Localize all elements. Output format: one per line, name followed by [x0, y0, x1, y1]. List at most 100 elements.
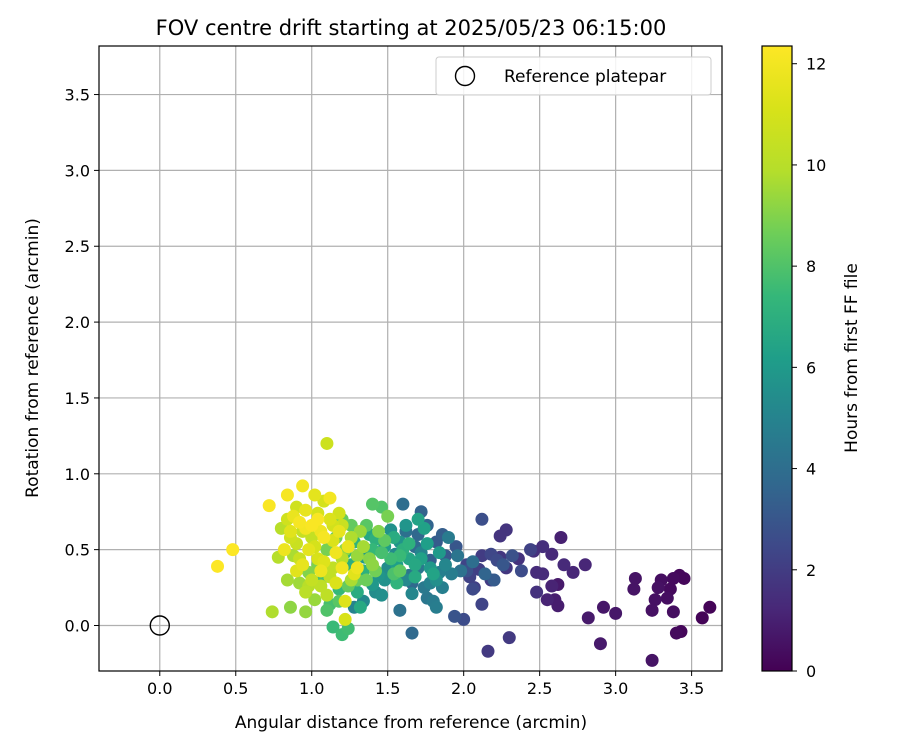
scatter-point: [593, 637, 607, 651]
scatter-point: [320, 436, 334, 450]
scatter-point: [554, 531, 568, 545]
scatter-point: [496, 558, 510, 572]
scatter-point: [530, 565, 544, 579]
scatter-point: [308, 593, 322, 607]
scatter-point: [320, 603, 334, 617]
scatter-point: [408, 570, 422, 584]
scatter-point: [493, 529, 507, 543]
scatter-point: [514, 564, 528, 578]
legend: Reference platepar: [435, 56, 712, 96]
colorbar-label: Hours from first FF file: [842, 263, 862, 453]
scatter-point: [578, 558, 592, 572]
colorbar-tick-label: 12: [806, 55, 826, 74]
y-tick-label: 3.0: [65, 161, 90, 180]
colorbar-frame: [761, 45, 793, 672]
x-tick-label: 3.5: [679, 679, 704, 698]
scatter-point: [557, 558, 571, 572]
y-tick-label: 3.5: [65, 86, 90, 105]
x-axis-ticks: 0.0 0.5 1.0 1.5 2.0 2.5 3.0 3.5: [147, 671, 704, 698]
scatter-point: [645, 653, 659, 667]
x-tick-label: 2.5: [527, 679, 552, 698]
scatter-point: [429, 600, 443, 614]
colorbar-ticks: 0 2 4 6 8 10 12: [792, 55, 826, 681]
scatter-point: [396, 497, 410, 511]
x-tick-label: 1.5: [375, 679, 400, 698]
scatter-point: [448, 609, 462, 623]
x-tick-label: 1.0: [299, 679, 324, 698]
scatter-point: [296, 479, 310, 493]
scatter-point: [308, 488, 322, 502]
scatter-point: [666, 605, 680, 619]
scatter-point: [596, 600, 610, 614]
scatter-point: [350, 561, 364, 575]
scatter-point: [366, 497, 380, 511]
scatter-point: [384, 552, 398, 566]
x-axis-label: Angular distance from reference (arcmin): [235, 713, 587, 733]
scatter-point: [375, 546, 389, 560]
scatter-point: [299, 605, 313, 619]
scatter-point: [317, 531, 331, 545]
scatter-point: [211, 559, 225, 573]
scatter-point: [277, 543, 291, 557]
scatter-point: [524, 543, 538, 557]
y-tick-label: 1.0: [65, 465, 90, 484]
scatter-point: [353, 600, 367, 614]
scatter-point: [375, 588, 389, 602]
y-tick-label: 1.5: [65, 389, 90, 408]
scatter-point: [703, 600, 717, 614]
legend-label: Reference platepar: [504, 67, 666, 87]
scatter-point: [338, 594, 352, 608]
scatter-point: [320, 588, 334, 602]
y-tick-label: 0.5: [65, 541, 90, 560]
y-tick-label: 2.5: [65, 237, 90, 256]
scatter-point: [530, 585, 544, 599]
scatter-point: [411, 512, 425, 526]
scatter-point: [265, 605, 279, 619]
y-tick-label: 0.0: [65, 616, 90, 635]
scatter-point: [356, 540, 370, 554]
colorbar-tick-label: 4: [806, 460, 816, 479]
scatter-point: [566, 565, 580, 579]
reference-platepar-marker: [149, 615, 170, 636]
scatter-point: [341, 540, 355, 554]
scatter-point: [466, 582, 480, 596]
scatter-point: [311, 512, 325, 526]
scatter-point: [353, 524, 367, 538]
colorbar-tick-label: 2: [806, 561, 816, 580]
legend-marker-open-circle: [454, 65, 476, 87]
scatter-point: [332, 524, 346, 538]
colorbar-tick-label: 6: [806, 358, 816, 377]
scatter-point: [475, 512, 489, 526]
x-tick-label: 2.0: [451, 679, 476, 698]
scatter-point: [545, 547, 559, 561]
scatter-point: [648, 593, 662, 607]
scatter-point: [323, 512, 337, 526]
y-tick-label: 2.0: [65, 313, 90, 332]
data-points: [211, 436, 717, 667]
scatter-point: [402, 537, 416, 551]
scatter-point: [651, 581, 665, 595]
y-axis-ticks: 0.0 0.5 1.0 1.5 2.0 2.5 3.0 3.5: [65, 86, 99, 635]
scatter-point: [381, 509, 395, 523]
scatter-point: [302, 543, 316, 557]
scatter-point: [329, 576, 343, 590]
scatter-point: [405, 626, 419, 640]
scatter-point: [283, 600, 297, 614]
chart-title: FOV centre drift starting at 2025/05/23 …: [156, 16, 667, 40]
scatter-point: [293, 515, 307, 529]
scatter-point: [226, 543, 240, 557]
scatter-point: [332, 506, 346, 520]
scatter-point: [393, 603, 407, 617]
colorbar-tick-label: 0: [806, 662, 816, 681]
scatter-point: [432, 546, 446, 560]
scatter-point: [299, 503, 313, 517]
scatter-point: [451, 549, 465, 563]
colorbar-tick-label: 10: [806, 156, 826, 175]
y-axis-label: Rotation from reference (arcmin): [23, 218, 43, 498]
scatter-point: [262, 499, 276, 513]
scatter-point: [441, 531, 455, 545]
scatter-point: [669, 626, 683, 640]
scatter-point: [299, 585, 313, 599]
x-tick-label: 3.0: [603, 679, 628, 698]
